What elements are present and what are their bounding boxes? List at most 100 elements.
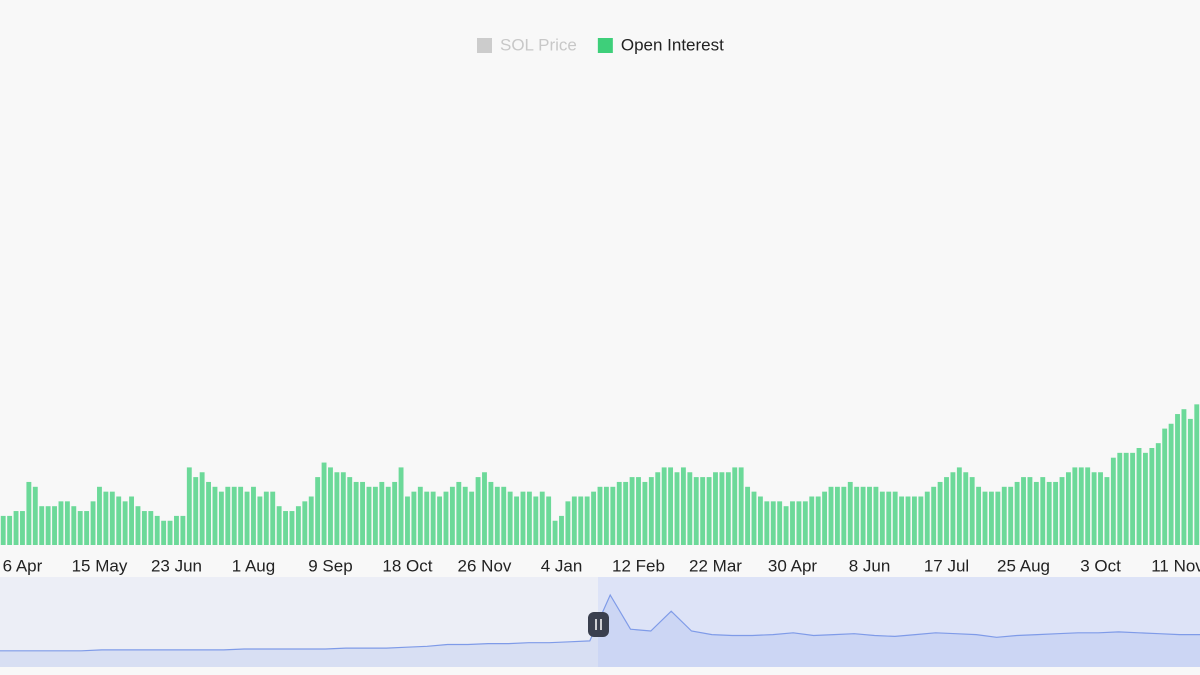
bar — [135, 506, 141, 545]
bar — [437, 496, 443, 545]
bar — [244, 491, 250, 545]
bar — [629, 477, 635, 545]
bar — [944, 477, 949, 545]
x-tick-label: 11 Nov — [1151, 556, 1200, 575]
bar — [963, 472, 969, 545]
bar — [218, 491, 224, 545]
bar — [777, 501, 783, 545]
bar — [116, 496, 122, 545]
bar — [860, 486, 866, 545]
bar — [1155, 443, 1161, 545]
bar — [1059, 477, 1065, 545]
bar — [398, 467, 404, 545]
bar — [103, 491, 109, 545]
bar — [13, 511, 19, 545]
bar — [623, 481, 629, 545]
bar — [809, 496, 815, 545]
bar — [7, 515, 13, 545]
bar — [353, 481, 359, 545]
bar — [1065, 472, 1071, 545]
bar — [154, 515, 160, 545]
bar — [302, 501, 308, 545]
bar — [584, 496, 590, 545]
bar — [193, 477, 199, 545]
bar — [122, 501, 128, 545]
bar — [289, 511, 295, 545]
legend-label[interactable]: SOL Price — [500, 35, 577, 54]
bar — [879, 491, 885, 545]
bar — [1175, 414, 1180, 545]
bar — [571, 496, 577, 545]
x-tick-label: 15 May — [72, 556, 128, 575]
bar — [1187, 418, 1193, 545]
bar — [411, 491, 417, 545]
legend-swatch — [477, 38, 492, 53]
bar — [738, 467, 744, 545]
bar — [1162, 428, 1168, 545]
bar — [392, 481, 398, 545]
legend-label[interactable]: Open Interest — [621, 35, 724, 54]
bar — [956, 467, 962, 545]
bar — [501, 486, 507, 545]
bar — [347, 477, 353, 545]
bar — [167, 520, 173, 545]
bar — [1085, 467, 1091, 545]
bar — [1136, 448, 1142, 545]
bar — [212, 486, 218, 545]
bar — [52, 506, 57, 545]
bar — [713, 472, 718, 545]
bar — [39, 506, 45, 545]
bar — [591, 491, 597, 545]
bar — [379, 481, 385, 545]
bar — [1194, 404, 1200, 545]
bar — [693, 477, 699, 545]
bar — [533, 496, 539, 545]
bar — [700, 477, 706, 545]
bar — [469, 491, 475, 545]
bar — [257, 496, 263, 545]
legend: SOL Price Open Interest — [477, 35, 724, 54]
x-tick-label: 9 Sep — [308, 556, 352, 575]
bar — [270, 491, 276, 545]
bar — [892, 491, 898, 545]
bar — [732, 467, 738, 545]
bar — [841, 486, 847, 545]
bar — [886, 491, 892, 545]
x-tick-label: 18 Oct — [382, 556, 432, 575]
bar — [976, 486, 982, 545]
bar — [488, 481, 494, 545]
bar — [648, 477, 654, 545]
bar — [783, 506, 789, 545]
bar — [1104, 477, 1110, 545]
bar — [360, 481, 365, 545]
bar — [655, 472, 661, 545]
navigator-handle[interactable] — [588, 612, 609, 637]
bar — [482, 472, 487, 545]
bar — [1046, 481, 1052, 545]
x-tick-label: 25 Aug — [997, 556, 1050, 575]
bar — [206, 481, 211, 545]
bar — [449, 486, 455, 545]
bar — [546, 496, 552, 545]
bar — [719, 472, 725, 545]
x-tick-label: 30 Apr — [768, 556, 817, 575]
bar — [225, 486, 231, 545]
bar — [494, 486, 500, 545]
bar — [642, 481, 648, 545]
bar — [340, 472, 346, 545]
bar — [1001, 486, 1007, 545]
x-tick-label: 22 Mar — [689, 556, 742, 575]
bar — [668, 467, 674, 545]
bar — [507, 491, 513, 545]
bar — [251, 486, 256, 545]
bar — [1072, 467, 1078, 545]
bar — [1181, 409, 1187, 545]
bar — [905, 496, 911, 545]
bar — [20, 511, 25, 545]
bar — [745, 486, 751, 545]
bar — [822, 491, 828, 545]
bar — [988, 491, 994, 545]
bar — [950, 472, 956, 545]
bar — [462, 486, 468, 545]
bar — [597, 486, 603, 545]
